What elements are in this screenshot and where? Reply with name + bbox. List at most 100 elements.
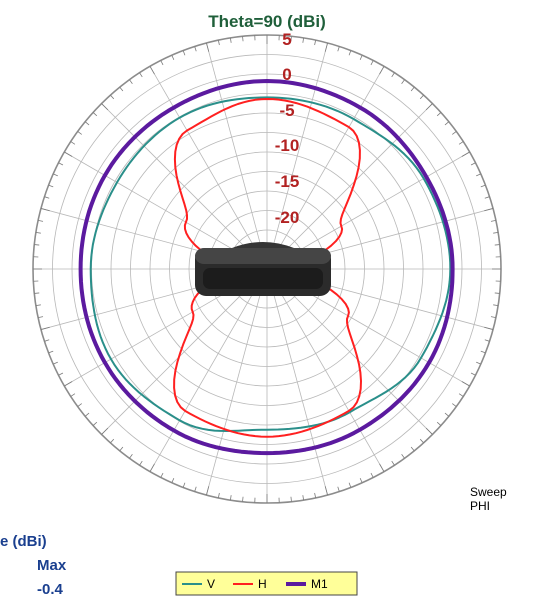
degree-tick — [302, 37, 305, 43]
legend-m1-label: M1 — [311, 577, 328, 591]
degree-tick — [119, 86, 124, 92]
degree-tick — [401, 454, 405, 459]
degree-tick — [410, 86, 415, 92]
degree-tick — [35, 231, 41, 234]
radial-tick-label: 5 — [282, 30, 291, 49]
degree-tick — [92, 112, 98, 117]
grid-spoke — [101, 268, 268, 435]
degree-tick — [101, 427, 109, 435]
degree-tick — [242, 496, 244, 502]
grid-spoke — [101, 103, 268, 270]
degree-tick — [476, 361, 481, 365]
degree-tick — [324, 486, 328, 496]
degree-tick — [484, 196, 490, 199]
degree-tick — [110, 438, 115, 444]
degree-tick — [64, 151, 73, 157]
degree-tick — [77, 131, 82, 135]
legend-v-label: V — [207, 577, 215, 591]
series-layer — [78, 79, 455, 456]
degree-tick — [84, 121, 90, 126]
degree-tick — [40, 326, 50, 330]
grid-spoke — [206, 42, 268, 270]
degree-tick — [206, 42, 210, 52]
radial-tick-label: -15 — [275, 172, 300, 191]
degree-tick — [44, 339, 50, 342]
degree-tick — [493, 231, 499, 234]
degree-tick — [44, 196, 50, 199]
degree-tick — [290, 36, 292, 42]
degree-tick — [470, 372, 476, 376]
degree-tick — [242, 36, 244, 42]
degree-tick — [470, 162, 476, 166]
degree-tick — [160, 472, 164, 478]
degree-tick — [391, 72, 395, 78]
degree-ticks — [33, 35, 501, 503]
degree-tick — [480, 184, 486, 188]
degree-tick — [48, 184, 54, 188]
degree-tick — [53, 361, 58, 365]
degree-tick — [84, 412, 90, 417]
radial-tick-label: -10 — [275, 136, 300, 155]
radial-tick-label: -20 — [275, 208, 300, 227]
stats-max-label: Max — [37, 557, 67, 574]
degree-tick — [119, 446, 124, 452]
degree-tick — [379, 463, 385, 472]
degree-tick — [410, 446, 415, 452]
degree-tick — [370, 472, 374, 478]
degree-tick — [458, 141, 464, 145]
degree-tick — [337, 46, 340, 52]
degree-tick — [348, 482, 352, 488]
degree-tick — [401, 79, 405, 84]
degree-tick — [38, 219, 44, 222]
degree-tick — [452, 403, 457, 407]
device-top — [195, 248, 331, 264]
antenna-device-image — [195, 242, 331, 296]
chart-title: Theta=90 (dBi) — [208, 12, 326, 31]
grid-spoke — [266, 268, 328, 496]
degree-tick — [38, 316, 44, 319]
degree-tick — [436, 421, 442, 426]
degree-tick — [419, 94, 424, 100]
degree-tick — [58, 162, 64, 166]
degree-tick — [484, 339, 490, 342]
degree-tick — [490, 316, 496, 319]
degree-tick — [53, 173, 58, 177]
legend-box — [175, 571, 358, 596]
radial-tick-labels: 5 0 -5 -10 -15 -20 — [275, 30, 300, 227]
degree-tick — [77, 403, 82, 407]
degree-tick — [480, 350, 486, 354]
degree-tick — [484, 208, 494, 212]
grid-spoke — [266, 268, 385, 472]
degree-tick — [217, 492, 220, 498]
degree-tick — [182, 50, 186, 56]
degree-tick — [160, 60, 164, 66]
degree-tick — [314, 40, 317, 46]
degree-tick — [391, 460, 395, 466]
degree-tick — [149, 463, 155, 472]
degree-tick — [419, 438, 424, 444]
degree-tick — [35, 304, 41, 307]
device-base — [203, 268, 323, 289]
degree-tick — [40, 208, 50, 212]
degree-tick — [129, 454, 133, 459]
degree-tick — [92, 421, 98, 426]
degree-tick — [58, 372, 64, 376]
grid-spoke — [266, 42, 328, 270]
degree-tick — [110, 94, 115, 100]
grid-spoke — [266, 66, 385, 270]
grid-spoke — [266, 103, 433, 270]
degree-tick — [379, 66, 385, 75]
degree-tick — [493, 304, 499, 307]
sweep-label: Sweep — [470, 485, 507, 499]
device-bump — [232, 242, 294, 248]
degree-tick — [324, 42, 328, 52]
degree-tick — [70, 393, 76, 397]
degree-tick — [458, 393, 464, 397]
sweep-axis-label: PHI — [470, 499, 490, 513]
radial-tick-label: 0 — [282, 65, 291, 84]
degree-tick — [290, 496, 292, 502]
degree-tick — [194, 486, 197, 492]
degree-tick — [348, 50, 352, 56]
degree-tick — [48, 350, 54, 354]
